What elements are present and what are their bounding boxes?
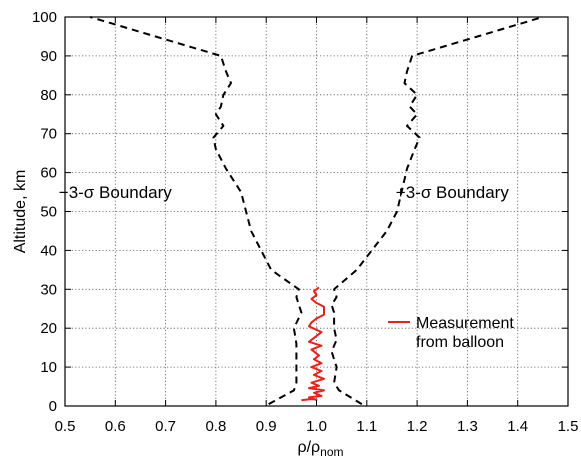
- y-axis-label: Altitude, km: [12, 170, 29, 254]
- x-tick-label: 1.0: [306, 418, 327, 435]
- y-tick-label: 90: [40, 48, 57, 65]
- sigma-boundary-line: [89, 16, 303, 405]
- series-layer: [89, 16, 544, 405]
- x-tick-label: 1.4: [507, 418, 528, 435]
- x-tick-label: 1.1: [356, 418, 377, 435]
- x-tick-label: 1.3: [457, 418, 478, 435]
- x-tick-label: 0.6: [105, 418, 126, 435]
- tick-marks: [64, 16, 569, 407]
- y-tick-label: 10: [40, 359, 57, 376]
- x-tick-label: 0.7: [155, 418, 176, 435]
- measurement-line: [301, 286, 325, 402]
- legend-label-line2: from balloon: [416, 334, 504, 351]
- y-tick-label: 30: [40, 281, 57, 298]
- x-axis-label: ρ/ρnom: [298, 439, 344, 459]
- y-tick-label: 70: [40, 126, 57, 143]
- x-axis-label-base: ρ/ρ: [298, 439, 321, 456]
- x-tick-label: 1.2: [407, 418, 428, 435]
- y-tick-labels: 0 10 20 30 40 50 60 70 80 90 100: [32, 9, 57, 415]
- legend: Measurement from balloon: [388, 315, 514, 351]
- legend-label-line1: Measurement: [416, 315, 514, 332]
- x-tick-label: 0.5: [55, 418, 76, 435]
- y-tick-label: 60: [40, 165, 57, 182]
- y-tick-label: 50: [40, 204, 57, 221]
- grid-lines: [65, 17, 568, 406]
- y-tick-label: 80: [40, 87, 57, 104]
- x-tick-label: 1.5: [558, 418, 579, 435]
- x-tick-label: 0.8: [205, 418, 226, 435]
- minus-3-sigma-label: −3-σ Boundary: [59, 183, 173, 202]
- y-tick-label: 100: [32, 9, 57, 26]
- y-tick-label: 0: [49, 398, 57, 415]
- y-tick-label: 20: [40, 320, 57, 337]
- y-tick-label: 40: [40, 242, 57, 259]
- x-tick-label: 0.9: [256, 418, 277, 435]
- x-tick-labels: 0.5 0.6 0.7 0.8 0.9 1.0 1.1 1.2 1.3 1.4 1.5: [55, 418, 579, 435]
- plus-3-sigma-label: +3-σ Boundary: [396, 183, 510, 202]
- x-axis-label-subscript: nom: [320, 445, 343, 459]
